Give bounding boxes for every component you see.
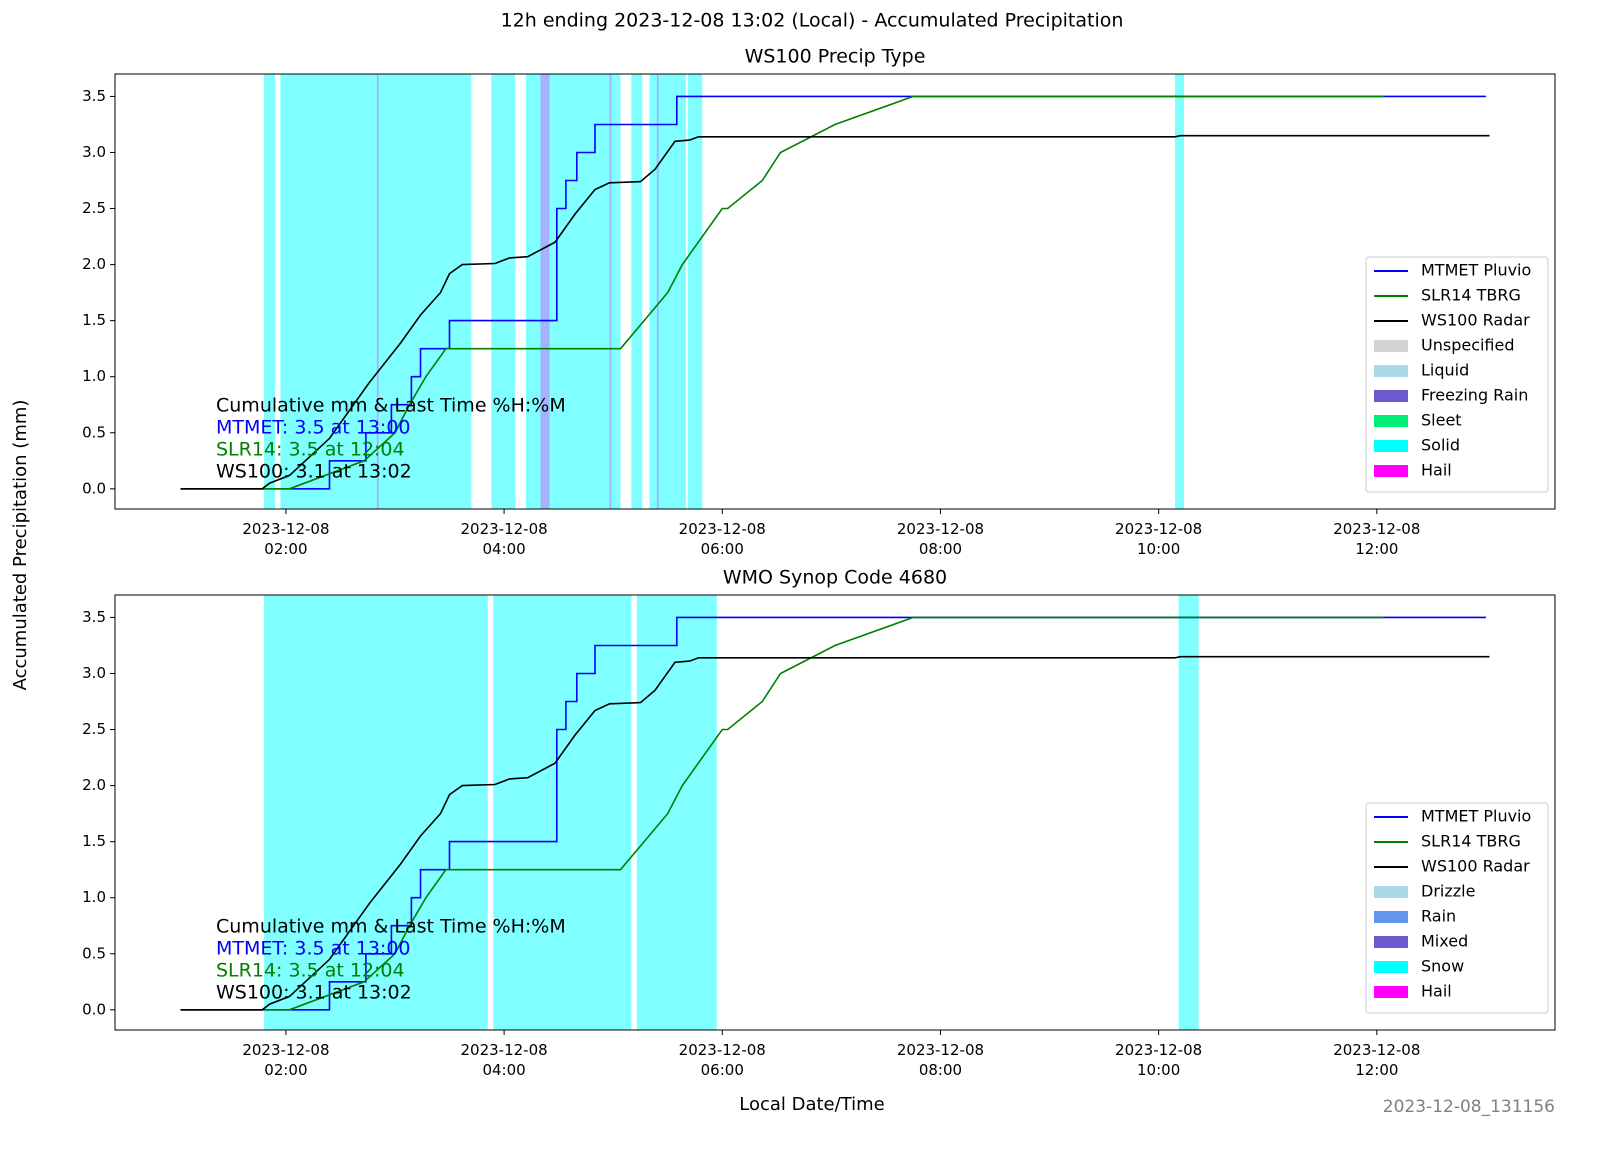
legend-box xyxy=(1365,802,1549,1014)
y-tick-label: 0.0 xyxy=(82,479,106,497)
y-tick-label: 2.5 xyxy=(82,720,106,738)
x-tick-label: 2023-12-08 06:00 xyxy=(679,520,766,558)
series-line xyxy=(180,655,1490,1011)
legend-patch xyxy=(1374,911,1408,923)
x-tick-label: 2023-12-08 08:00 xyxy=(897,1041,984,1079)
plot-frame xyxy=(114,594,1556,1031)
annotation: SLR14: 3.5 at 12:04 xyxy=(216,439,405,461)
legend-patch xyxy=(1374,936,1408,948)
precip-span xyxy=(493,595,632,1030)
legend-label: SLR14 TBRG xyxy=(1421,286,1521,305)
legend-label: Rain xyxy=(1421,907,1456,926)
legend-label: Freezing Rain xyxy=(1421,386,1528,405)
x-tick-label: 2023-12-08 10:00 xyxy=(1115,1041,1202,1079)
y-tick-label: 1.0 xyxy=(82,367,106,385)
y-tick-label: 0.5 xyxy=(82,423,106,441)
precip-span xyxy=(631,74,643,509)
precip-span xyxy=(1178,595,1199,1030)
legend-patch xyxy=(1374,961,1408,973)
x-tick-label: 2023-12-08 12:00 xyxy=(1333,520,1420,558)
y-tick-label: 3.5 xyxy=(82,87,106,105)
precip-span xyxy=(687,74,703,509)
series-line xyxy=(180,134,1490,490)
precip-span xyxy=(280,74,472,509)
y-tick-label: 1.0 xyxy=(82,888,106,906)
x-tick-label: 2023-12-08 02:00 xyxy=(242,520,329,558)
series-line xyxy=(180,616,1385,1011)
annotation: MTMET: 3.5 at 13:00 xyxy=(216,417,411,439)
x-tick-label: 2023-12-08 08:00 xyxy=(897,520,984,558)
precip-span xyxy=(609,74,612,509)
x-tick-label: 2023-12-08 04:00 xyxy=(460,520,547,558)
legend-patch xyxy=(1374,365,1408,377)
annotation: WS100: 3.1 at 13:02 xyxy=(216,461,412,483)
legend-label: WS100 Radar xyxy=(1421,311,1530,330)
y-tick-label: 1.5 xyxy=(82,311,106,329)
x-tick-label: 2023-12-08 10:00 xyxy=(1115,520,1202,558)
legend-label: Hail xyxy=(1421,982,1452,1001)
legend-label: Liquid xyxy=(1421,361,1469,380)
y-tick-label: 1.5 xyxy=(82,832,106,850)
chart-title: WS100 Precip Type xyxy=(745,46,926,68)
legend-label: MTMET Pluvio xyxy=(1421,807,1531,826)
legend-patch xyxy=(1374,415,1408,427)
legend-patch xyxy=(1374,390,1408,402)
y-tick-label: 0.0 xyxy=(82,1000,106,1018)
legend-patch xyxy=(1374,340,1408,352)
y-tick-label: 2.0 xyxy=(82,255,106,273)
legend-label: Mixed xyxy=(1421,932,1468,951)
x-tick-label: 2023-12-08 12:00 xyxy=(1333,1041,1420,1079)
legend-label: Solid xyxy=(1421,436,1460,455)
y-tick-label: 2.5 xyxy=(82,199,106,217)
precip-span xyxy=(540,74,550,509)
legend-label: WS100 Radar xyxy=(1421,857,1530,876)
legend-box xyxy=(1365,256,1549,493)
precip-span xyxy=(1175,74,1185,509)
series-line xyxy=(180,616,1486,1011)
precip-span xyxy=(264,595,488,1030)
footer: 2023-12-08_131156 xyxy=(1383,1097,1555,1117)
precip-span xyxy=(376,74,379,509)
chart-title: WMO Synop Code 4680 xyxy=(723,567,947,589)
series-line xyxy=(180,95,1385,490)
precip-span xyxy=(656,74,659,509)
legend-patch xyxy=(1374,886,1408,898)
precip-span xyxy=(264,74,275,509)
legend-label: Hail xyxy=(1421,461,1452,480)
legend-label: Snow xyxy=(1421,957,1464,976)
figure-title: 12h ending 2023-12-08 13:02 (Local) - Ac… xyxy=(501,10,1124,32)
series-line xyxy=(180,95,1486,490)
legend-label: MTMET Pluvio xyxy=(1421,261,1531,280)
y-axis-label: Accumulated Precipitation (mm) xyxy=(10,400,31,691)
legend-label: Sleet xyxy=(1421,411,1462,430)
precip-span xyxy=(636,595,717,1030)
legend-label: Unspecified xyxy=(1421,336,1515,355)
x-axis-label: Local Date/Time xyxy=(739,1094,885,1115)
y-tick-label: 3.5 xyxy=(82,608,106,626)
y-tick-label: 0.5 xyxy=(82,944,106,962)
y-tick-label: 2.0 xyxy=(82,776,106,794)
legend-label: SLR14 TBRG xyxy=(1421,832,1521,851)
y-tick-label: 3.0 xyxy=(82,143,106,161)
y-tick-label: 3.0 xyxy=(82,664,106,682)
legend-patch xyxy=(1374,440,1408,452)
legend-label: Drizzle xyxy=(1421,882,1475,901)
precip-span xyxy=(491,74,515,509)
precip-span xyxy=(525,74,621,509)
annotation: Cumulative mm & Last Time %H:%M xyxy=(216,916,566,938)
annotation: MTMET: 3.5 at 13:00 xyxy=(216,938,411,960)
annotation: WS100: 3.1 at 13:02 xyxy=(216,982,412,1004)
x-tick-label: 2023-12-08 06:00 xyxy=(679,1041,766,1079)
x-tick-label: 2023-12-08 02:00 xyxy=(242,1041,329,1079)
plot-frame xyxy=(114,73,1556,510)
legend-patch xyxy=(1374,986,1408,998)
legend-patch xyxy=(1374,465,1408,477)
annotation: SLR14: 3.5 at 12:04 xyxy=(216,960,405,982)
x-tick-label: 2023-12-08 04:00 xyxy=(460,1041,547,1079)
annotation: Cumulative mm & Last Time %H:%M xyxy=(216,395,566,417)
